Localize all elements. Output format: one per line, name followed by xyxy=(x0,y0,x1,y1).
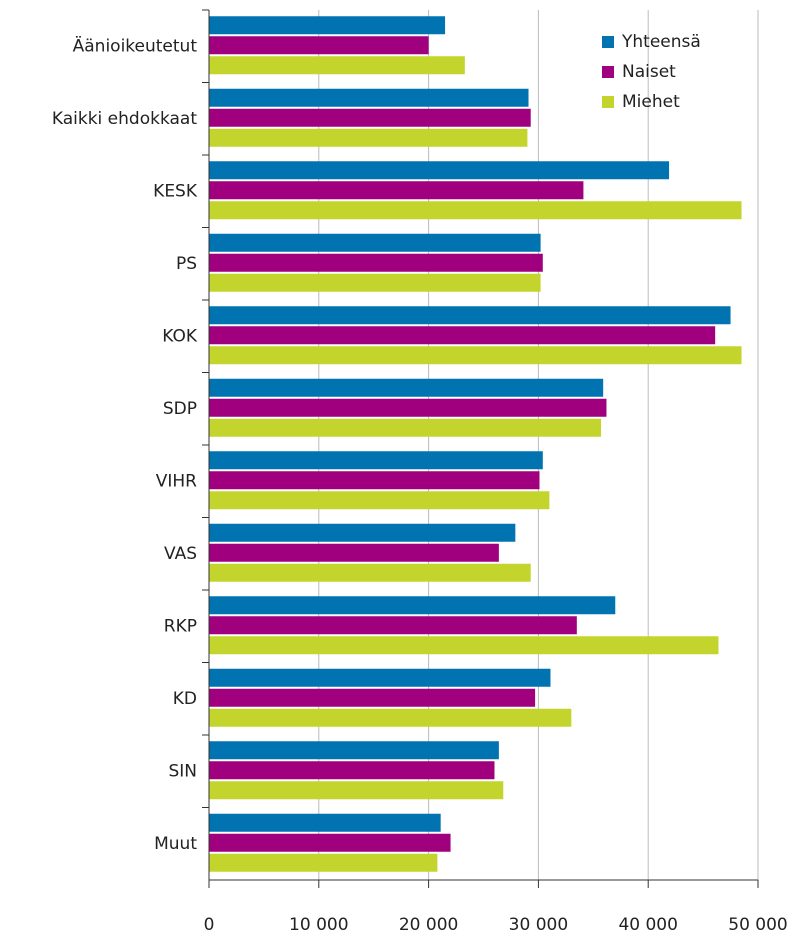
x-tick-label: 20 000 xyxy=(399,915,458,935)
legend-swatch xyxy=(602,36,614,48)
bar xyxy=(209,471,540,490)
y-tick-label: SIN xyxy=(168,761,197,781)
x-tick-label: 40 000 xyxy=(618,915,677,935)
x-tick-label: 30 000 xyxy=(509,915,568,935)
bar xyxy=(209,451,543,470)
legend-label: Naiset xyxy=(622,62,676,82)
bar xyxy=(209,761,495,780)
bar xyxy=(209,636,719,655)
y-tick-label: KESK xyxy=(153,181,198,201)
bar xyxy=(209,181,584,200)
bar xyxy=(209,346,742,365)
x-tick-label: 50 000 xyxy=(728,915,787,935)
bar xyxy=(209,128,528,147)
bar xyxy=(209,833,451,852)
y-tick-label: KOK xyxy=(162,326,198,346)
bar xyxy=(209,273,541,292)
bar xyxy=(209,708,572,727)
bar xyxy=(209,56,465,75)
y-tick-label: SDP xyxy=(163,399,197,419)
y-tick-label: RKP xyxy=(164,616,197,636)
bar xyxy=(209,563,531,582)
bar xyxy=(209,326,716,345)
y-tick-label: Äänioikeutetut xyxy=(73,35,198,56)
legend-label: Yhteensä xyxy=(621,32,701,52)
bar xyxy=(209,108,531,127)
legend-swatch xyxy=(602,66,614,78)
bar xyxy=(209,596,616,615)
bar xyxy=(209,688,536,707)
y-tick-label: KD xyxy=(173,689,197,709)
bar xyxy=(209,201,742,220)
legend-swatch xyxy=(602,96,614,108)
bar xyxy=(209,741,499,760)
bar xyxy=(209,378,604,397)
bar xyxy=(209,306,731,325)
bar xyxy=(209,253,543,272)
y-tick-label: Kaikki ehdokkaat xyxy=(52,109,197,129)
bar xyxy=(209,161,670,180)
bar xyxy=(209,16,446,35)
bar xyxy=(209,36,429,55)
x-tick-label: 10 000 xyxy=(289,915,348,935)
y-tick-label: PS xyxy=(176,254,197,274)
bar xyxy=(209,668,551,687)
y-tick-label: VIHR xyxy=(156,471,197,491)
y-tick-label: VAS xyxy=(164,544,197,564)
bar xyxy=(209,616,577,635)
bar xyxy=(209,523,516,542)
bar xyxy=(209,398,607,417)
bar xyxy=(209,418,601,437)
bar xyxy=(209,88,529,107)
x-tick-label: 0 xyxy=(204,915,215,935)
bar xyxy=(209,813,441,832)
legend-label: Miehet xyxy=(622,92,680,112)
bar xyxy=(209,853,438,872)
bar xyxy=(209,233,541,252)
y-tick-label: Muut xyxy=(154,834,197,854)
bar xyxy=(209,781,504,800)
bar xyxy=(209,543,499,562)
bar xyxy=(209,491,550,510)
